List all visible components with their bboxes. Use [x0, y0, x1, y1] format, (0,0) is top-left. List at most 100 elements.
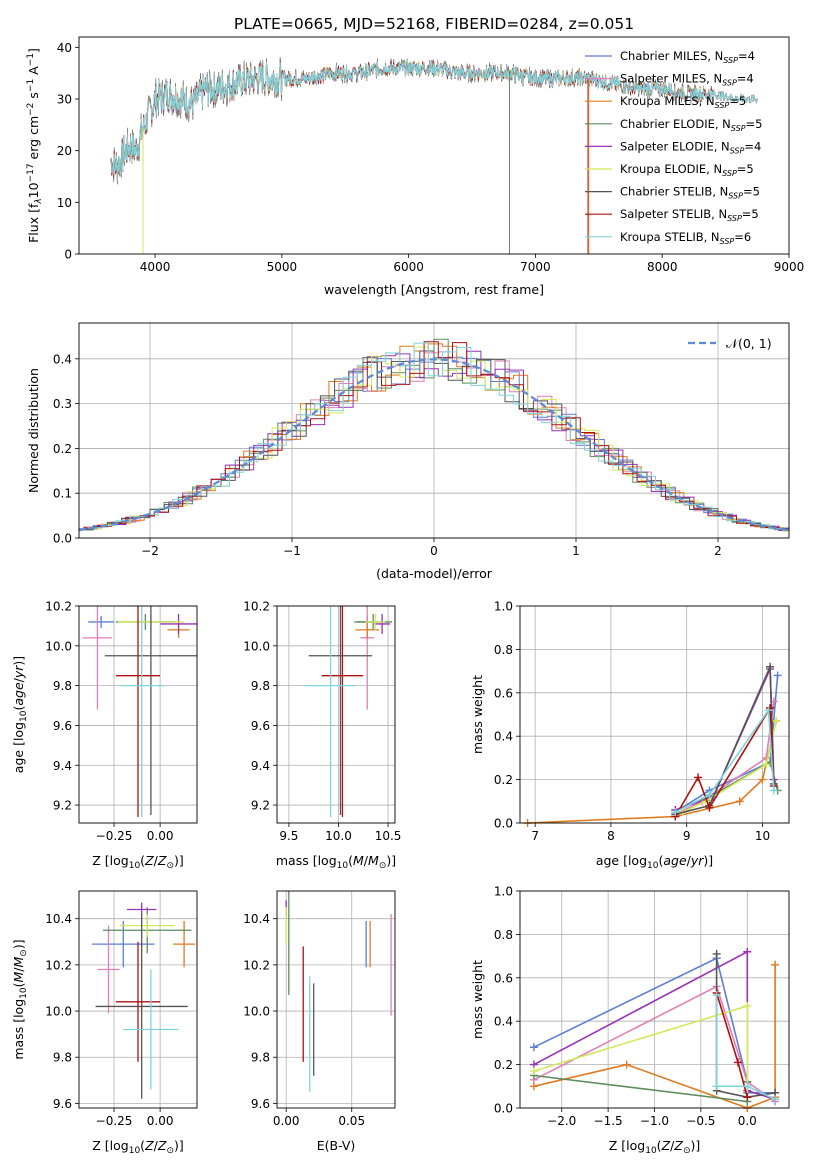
y-tick-label: 40 — [57, 41, 72, 55]
y-tick-label: 10.2 — [45, 958, 72, 972]
figure-title: PLATE=0665, MJD=52168, FIBERID=0284, z=0… — [234, 15, 634, 33]
x-tick-label: 9.5 — [279, 829, 298, 843]
panel-weight_vs_Z: −2.0 −1.5 −1.0 −0.5 0.0 0.0 0.2 0.4 0.6 0.8 1.0 Z [… — [470, 885, 790, 1156]
y-tick-label: 1.0 — [494, 600, 513, 614]
panel-age_vs_mass: 9.5 10.0 10.5 9.2 9.4 9.6 9.8 10.0 10.2 mass [log… — [243, 600, 401, 872]
y-tick-label: 10.4 — [45, 912, 72, 926]
axes-frame — [519, 605, 790, 824]
legend-entry: Chabrier MILES, NSSP=4 — [620, 49, 755, 65]
weight-marker — [712, 949, 721, 958]
axes-frame — [276, 605, 396, 824]
legend-entry: Salpeter STELIB, NSSP=5 — [620, 207, 759, 223]
weight-marker — [529, 1043, 538, 1052]
y-axis-label: mass [log10(M/M⊙)] — [11, 939, 29, 1059]
y-tick-label: 9.6 — [251, 1097, 270, 1111]
legend: Chabrier MILES, NSSP=4 Salpeter MILES, NS… — [585, 49, 762, 246]
y-axis-label: Flux [fλ10−17 erg cm−2 s−1 A−1] — [26, 48, 44, 243]
weight-marker — [771, 1095, 780, 1104]
x-tick-label: 0.0 — [738, 1114, 757, 1128]
y-axis-label: mass weight — [470, 675, 485, 754]
x-tick-label: 8000 — [647, 260, 678, 274]
x-tick-label: 0.00 — [147, 829, 174, 843]
weight-marker — [764, 706, 773, 715]
y-tick-label: 0.1 — [53, 487, 72, 501]
weight-marker — [529, 1082, 538, 1091]
weight-marker — [529, 1067, 538, 1076]
x-tick-label: 4000 — [140, 260, 171, 274]
x-axis-label: Z [log10(Z/Z⊙)] — [92, 853, 184, 871]
x-tick-label: −2 — [141, 544, 159, 558]
weight-marker — [743, 1093, 752, 1102]
x-tick-label: −0.5 — [686, 1114, 715, 1128]
y-tick-label: 20 — [57, 144, 72, 158]
panel-weight_vs_age: 7 8 9 10 0.0 0.2 0.4 0.6 0.8 1.0 age [log10(age/yr… — [470, 600, 790, 871]
x-tick-label: 7000 — [520, 260, 551, 274]
x-axis-label: (data-model)/error — [376, 566, 493, 581]
y-tick-label: 9.8 — [53, 679, 72, 693]
residual-histogram — [83, 351, 789, 531]
legend-entry: Kroupa STELIB, NSSP=6 — [620, 230, 751, 246]
x-tick-label: −0.25 — [96, 829, 133, 843]
weight-marker — [766, 662, 775, 671]
y-tick-label: 0.2 — [494, 773, 513, 787]
x-axis-label: wavelength [Angstrom, rest frame] — [324, 282, 544, 297]
weight-marker — [743, 1082, 752, 1091]
y-tick-label: 0.2 — [494, 1058, 513, 1072]
y-tick-label: 0.4 — [53, 352, 72, 366]
x-tick-label: 0.05 — [338, 1114, 365, 1128]
x-tick-label: 2 — [714, 544, 722, 558]
x-tick-label: 1 — [572, 544, 580, 558]
x-tick-label: 0.00 — [273, 1114, 300, 1128]
x-tick-label: −1.0 — [640, 1114, 669, 1128]
x-axis-label: Z [log10(Z/Z⊙)] — [609, 1138, 701, 1156]
legend-entry: Salpeter MILES, NSSP=4 — [620, 72, 754, 88]
x-axis-label: E(B-V) — [317, 1138, 356, 1153]
x-tick-label: 6000 — [393, 260, 424, 274]
y-tick-label: 1.0 — [494, 885, 513, 899]
x-tick-label: 9000 — [774, 260, 805, 274]
panel-spectrum: 4000 5000 6000 7000 8000 9000 0 10 20 30 40 wavelen… — [26, 36, 805, 297]
x-tick-label: 5000 — [267, 260, 298, 274]
weight-line — [674, 707, 775, 813]
x-tick-label: 8 — [607, 829, 615, 843]
y-tick-label: 0.3 — [53, 397, 72, 411]
y-tick-label: 0.6 — [494, 971, 513, 985]
y-axis-label: age [log10(age/yr)] — [11, 656, 29, 773]
weight-marker — [694, 773, 703, 782]
x-axis-label: Z [log10(Z/Z⊙)] — [92, 1138, 184, 1156]
y-tick-label: 10 — [57, 196, 72, 210]
y-tick-label: 0.4 — [494, 1015, 513, 1029]
x-tick-label: −2.0 — [547, 1114, 576, 1128]
legend-entry: Kroupa ELODIE, NSSP=5 — [620, 162, 754, 178]
residual-histogram — [79, 350, 789, 530]
y-tick-label: 10.2 — [243, 958, 270, 972]
weight-marker — [705, 790, 714, 799]
axes-frame — [276, 890, 396, 1109]
y-tick-label: 9.6 — [53, 719, 72, 733]
axes-frame — [78, 36, 790, 255]
y-tick-label: 9.8 — [53, 1051, 72, 1065]
x-tick-label: 10.0 — [325, 829, 352, 843]
panel-residuals: −2 −1 0 1 2 0.0 0.1 0.2 0.3 0.4 (data-model)/error… — [26, 322, 790, 581]
x-tick-label: 10 — [755, 829, 770, 843]
y-tick-label: 10.0 — [243, 639, 270, 653]
x-tick-label: 0 — [430, 544, 438, 558]
y-tick-label: 0.2 — [53, 442, 72, 456]
y-tick-label: 0.6 — [494, 686, 513, 700]
y-tick-label: 10.2 — [45, 600, 72, 614]
weight-marker — [762, 760, 771, 769]
x-tick-label: 9 — [683, 829, 691, 843]
x-axis-label: age [log10(age/yr)] — [596, 853, 713, 871]
weight-marker — [771, 960, 780, 969]
y-tick-label: 10.0 — [243, 1005, 270, 1019]
weight-marker — [773, 671, 782, 680]
axes-frame — [519, 890, 790, 1109]
residual-histogram — [87, 343, 789, 532]
panel-mass_vs_Z: −0.25 0.00 9.6 9.8 10.0 10.2 10.4 Z [log10(Z/Z⊙… — [11, 890, 198, 1156]
legend-entry: Kroupa MILES, NSSP=5 — [620, 94, 746, 110]
axes-frame — [78, 605, 198, 824]
weight-marker — [622, 1060, 631, 1069]
y-tick-label: 9.4 — [251, 759, 270, 773]
panel-mass_vs_ebv: 0.00 0.05 9.6 9.8 10.0 10.2 10.4 E(B-V) — [243, 890, 396, 1153]
